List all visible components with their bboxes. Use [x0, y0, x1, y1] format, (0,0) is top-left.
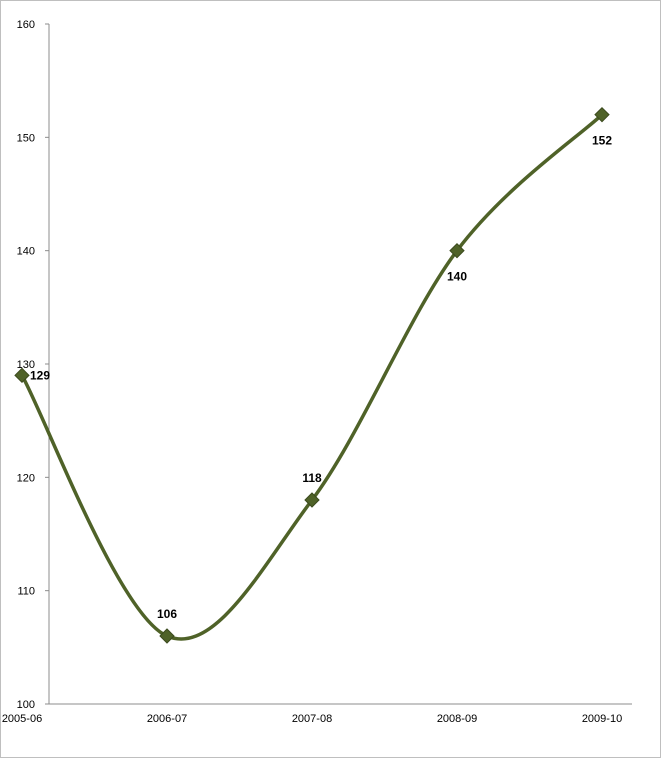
- data-point-marker: [160, 629, 174, 643]
- y-tick-label: 140: [17, 246, 35, 258]
- y-tick-label: 110: [17, 586, 35, 598]
- data-labels: 129 106 118 140 152: [30, 134, 612, 621]
- x-tick-label: 2007-08: [292, 713, 332, 725]
- data-label: 106: [157, 607, 177, 621]
- x-tick-label: 2006-07: [147, 713, 187, 725]
- x-tick-label: 2005-06: [2, 713, 42, 725]
- data-label: 129: [30, 368, 50, 382]
- x-axis-ticks: 2005-06 2006-07 2007-08 2008-09 2009-10: [2, 713, 622, 725]
- y-tick-label: 100: [17, 699, 35, 711]
- y-tick-label: 120: [17, 472, 35, 484]
- x-tick-label: 2009-10: [582, 713, 622, 725]
- y-tick-label: 160: [17, 19, 35, 31]
- data-label: 140: [447, 270, 467, 284]
- series-line: [22, 115, 602, 639]
- x-tick-label: 2008-09: [437, 713, 477, 725]
- data-label: 152: [592, 134, 612, 148]
- series-markers: [15, 108, 609, 643]
- y-tick-label: 150: [17, 132, 35, 144]
- data-label: 118: [302, 471, 322, 485]
